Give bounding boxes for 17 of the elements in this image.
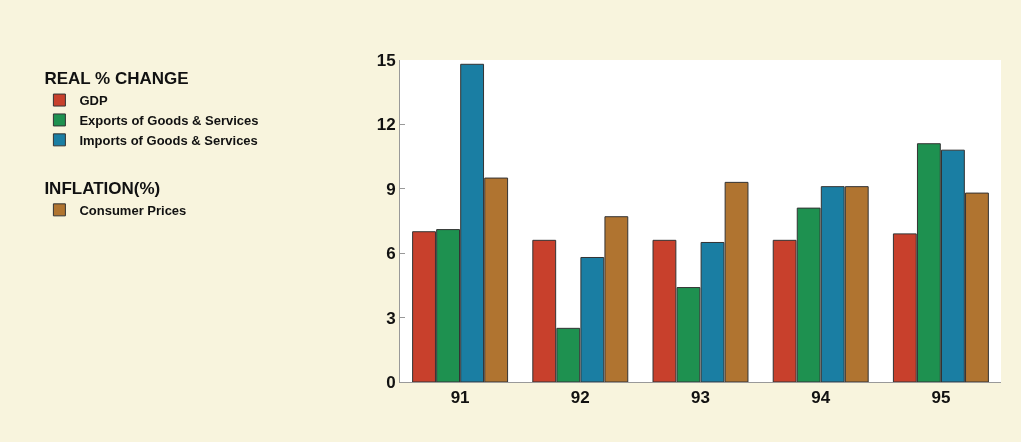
y-tick-label: 0 <box>386 372 396 392</box>
legend-label: Exports of Goods & Services <box>79 113 259 129</box>
legend-label: GDP <box>79 93 108 109</box>
x-tick-label: 95 <box>931 388 951 408</box>
text: INFLATION(%) <box>44 178 161 198</box>
y-tick-label: 6 <box>386 244 396 264</box>
x-tick-label: 92 <box>570 388 590 408</box>
x-tick-label: 94 <box>811 388 831 408</box>
y-tick-label: 3 <box>386 308 396 328</box>
x-tick-label: 93 <box>691 388 710 408</box>
y-tick-label: 9 <box>386 179 396 199</box>
y-tick-label: 12 <box>376 115 396 135</box>
legend-label: Imports of Goods & Services <box>79 132 258 148</box>
x-tick-label: 91 <box>450 388 470 408</box>
y-tick-label: 15 <box>376 50 396 70</box>
legend-label: Consumer Prices <box>79 202 187 218</box>
legend-title: REAL % CHANGE <box>44 69 189 89</box>
